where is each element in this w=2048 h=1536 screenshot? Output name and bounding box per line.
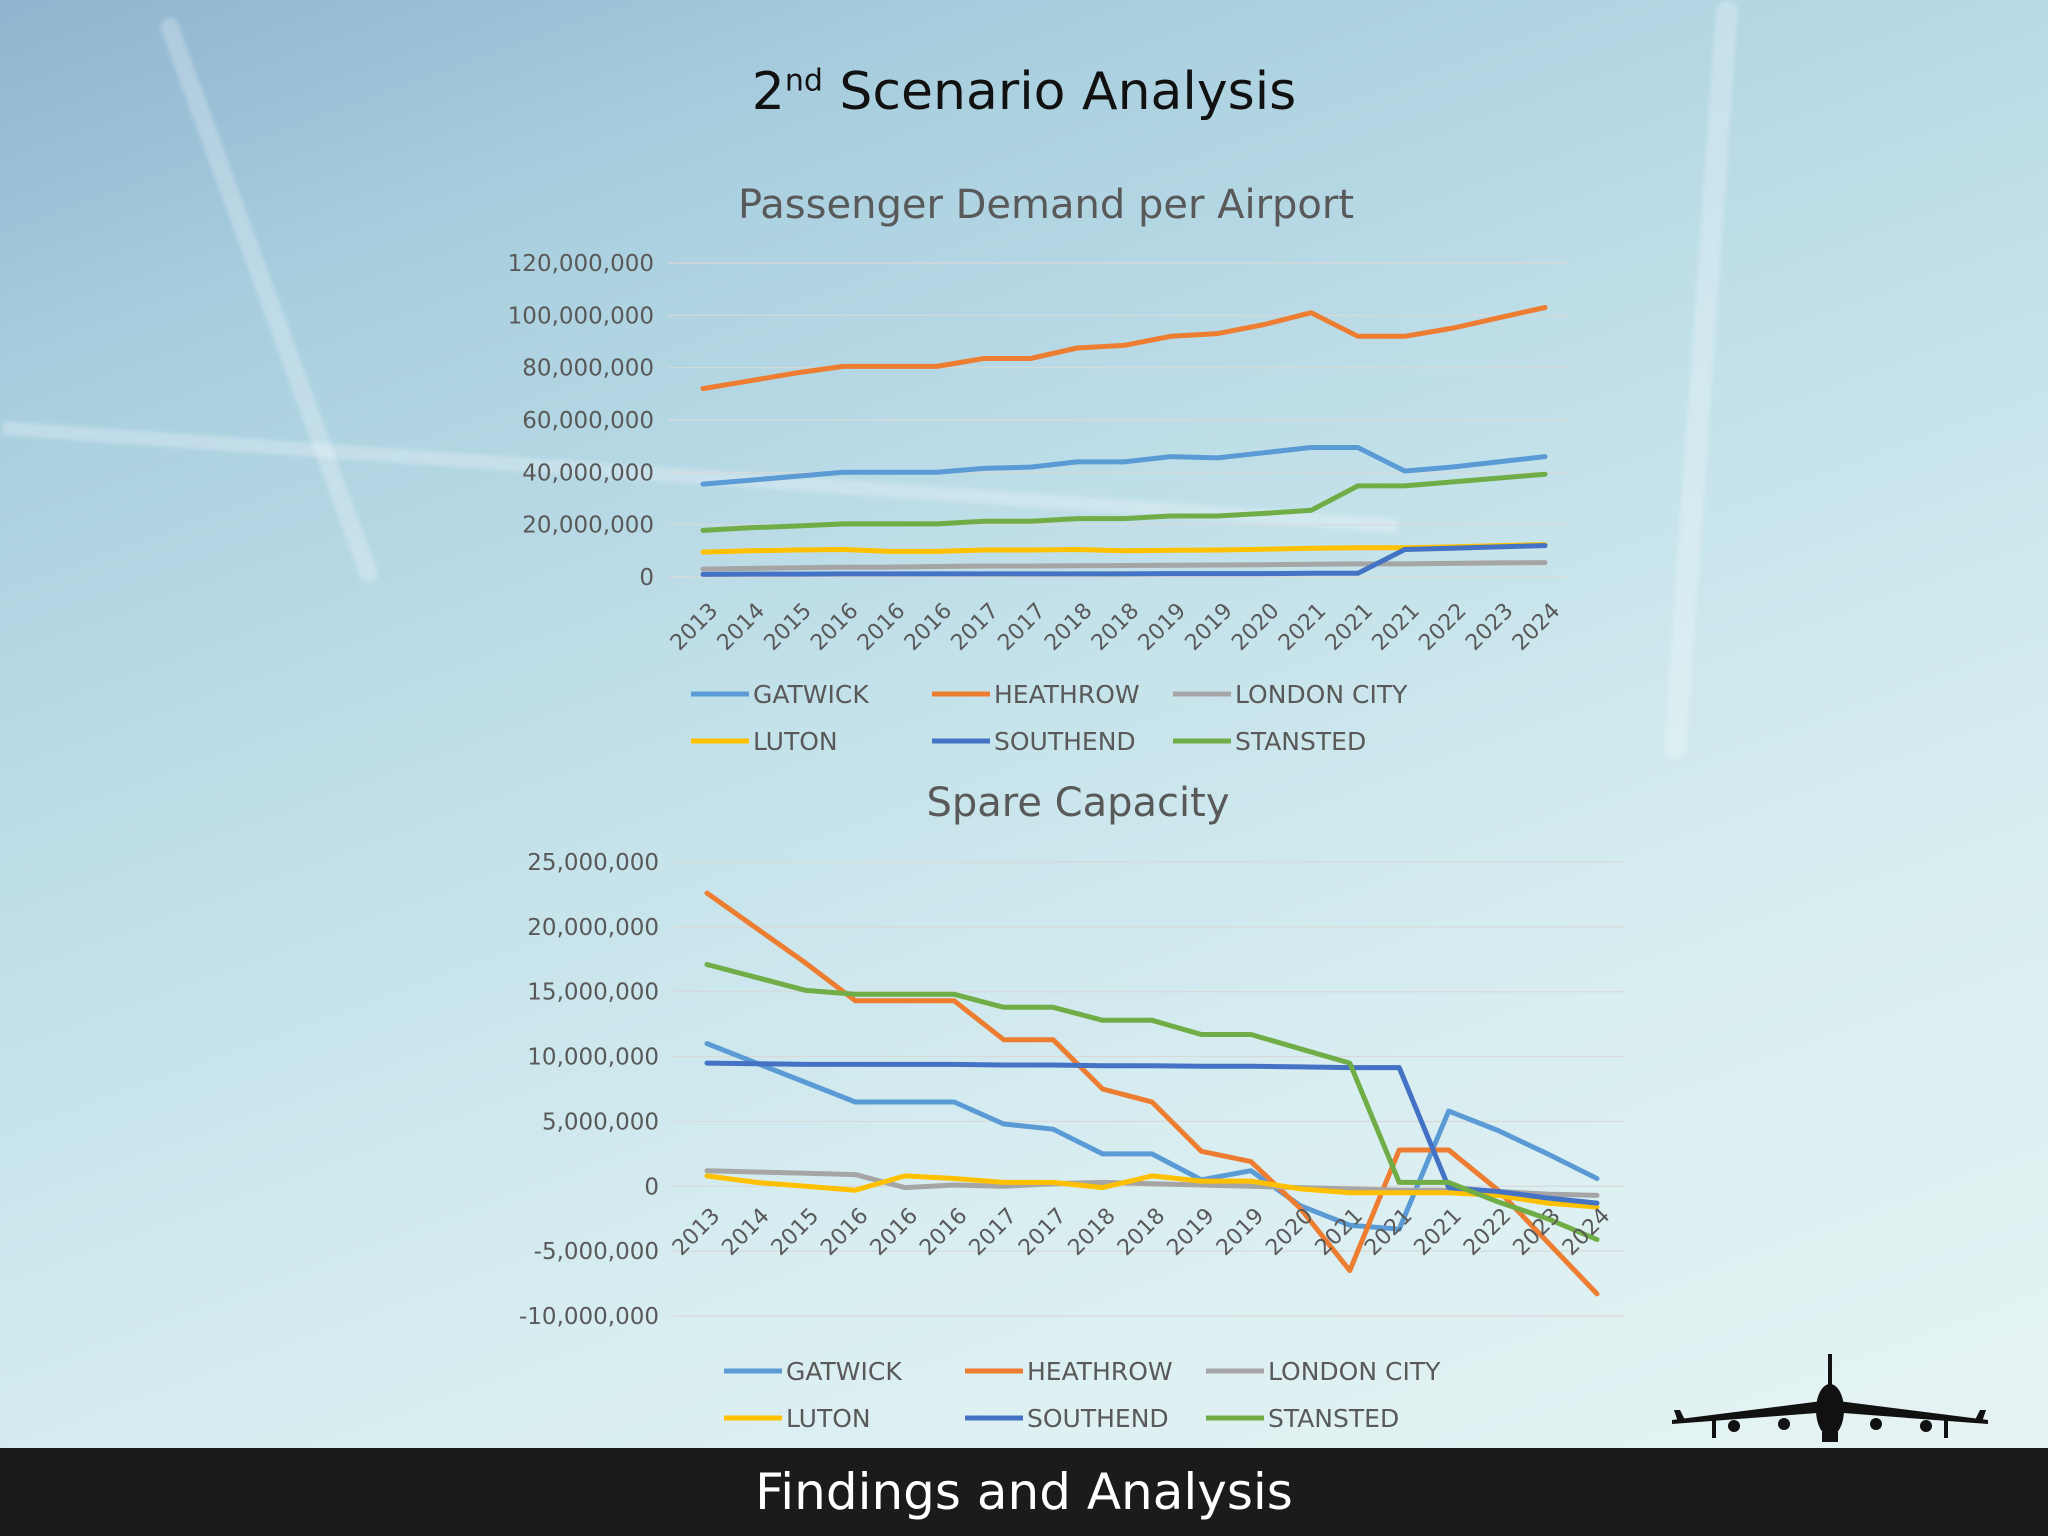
x-tick-label: 2019 (1162, 1204, 1219, 1261)
series-line-luton (704, 1173, 1600, 1210)
chart-title: Passenger Demand per Airport (738, 182, 1354, 228)
legend-label: STANSTED (1235, 727, 1366, 756)
x-tick-label: 2016 (866, 1204, 923, 1261)
x-tick-label: 2017 (1014, 1204, 1071, 1261)
slide-title: 2nd Scenario Analysis (0, 62, 2048, 122)
legend-label: STANSTED (1268, 1404, 1399, 1433)
legend-label: LONDON CITY (1235, 680, 1408, 709)
series-line-gatwick (700, 445, 1548, 487)
chart-title: Spare Capacity (927, 780, 1230, 826)
x-tick-label: 2013 (668, 1204, 725, 1261)
slide-title-text: Scenario Analysis (839, 62, 1297, 122)
series-line-southend (704, 1060, 1600, 1206)
x-tick-label: 2022 (1459, 1204, 1516, 1261)
series-line-southend (700, 543, 1548, 577)
legend-label: SOUTHEND (1027, 1404, 1169, 1433)
y-tick-label: 100,000,000 (508, 303, 654, 329)
slide-footer: Findings and Analysis (0, 1448, 2048, 1536)
x-tick-label: 2024 (1558, 1204, 1615, 1261)
legend-label: LONDON CITY (1268, 1357, 1441, 1386)
series-line-london-city (704, 1168, 1600, 1198)
y-tick-label: 80,000,000 (522, 356, 654, 382)
y-tick-label: 60,000,000 (522, 408, 654, 434)
legend-label: HEATHROW (1027, 1357, 1173, 1386)
airplane-icon (1672, 1354, 1988, 1442)
x-tick-label: 2016 (816, 1204, 873, 1261)
x-tick-label: 2018 (1113, 1204, 1170, 1261)
x-tick-label: 2017 (965, 1204, 1022, 1261)
x-tick-label: 2019 (1212, 1204, 1269, 1261)
slide-title-ordinal: 2 (751, 62, 785, 122)
legend-label: GATWICK (786, 1357, 902, 1386)
y-tick-label: 120,000,000 (508, 251, 654, 277)
x-tick-label: 2015 (767, 1204, 824, 1261)
y-tick-label: -10,000,000 (519, 1304, 659, 1330)
y-tick-label: 20,000,000 (527, 915, 659, 941)
x-tick-label: 2016 (915, 1204, 972, 1261)
series-line-stansted (704, 962, 1600, 1242)
series-line-london-city (700, 560, 1548, 572)
series-line-heathrow (704, 890, 1600, 1297)
y-tick-label: 0 (644, 1174, 659, 1200)
y-tick-label: 0 (639, 565, 654, 591)
legend-label: SOUTHEND (994, 727, 1136, 756)
slide-title-ordinal-suffix: nd (784, 63, 823, 99)
y-tick-label: 10,000,000 (527, 1045, 659, 1071)
x-tick-label: 2018 (1064, 1204, 1121, 1261)
y-tick-label: 20,000,000 (522, 513, 654, 539)
legend-label: HEATHROW (994, 680, 1140, 709)
y-tick-label: 40,000,000 (522, 460, 654, 486)
series-line-gatwick (704, 1041, 1600, 1232)
series-line-heathrow (700, 305, 1548, 392)
y-tick-label: -5,000,000 (534, 1239, 659, 1265)
y-tick-label: 5,000,000 (542, 1109, 659, 1135)
x-tick-label: 2021 (1410, 1204, 1467, 1261)
legend-label: GATWICK (753, 680, 869, 709)
x-tick-label: 2014 (717, 1204, 774, 1261)
y-tick-label: 25,000,000 (527, 850, 659, 876)
legend-label: LUTON (753, 727, 838, 756)
series-line-stansted (700, 471, 1548, 533)
y-tick-label: 15,000,000 (527, 980, 659, 1006)
legend-label: LUTON (786, 1404, 871, 1433)
